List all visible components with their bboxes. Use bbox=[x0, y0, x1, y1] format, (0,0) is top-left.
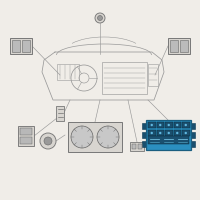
Circle shape bbox=[159, 124, 161, 126]
Bar bbox=[12, 40, 20, 52]
Bar bbox=[18, 126, 34, 146]
Bar bbox=[146, 120, 191, 150]
Bar bbox=[148, 130, 156, 136]
Bar bbox=[182, 130, 190, 136]
Bar bbox=[180, 40, 188, 52]
Circle shape bbox=[40, 133, 56, 149]
Bar bbox=[174, 122, 181, 128]
Bar bbox=[182, 122, 190, 128]
Bar bbox=[130, 142, 144, 151]
Circle shape bbox=[151, 124, 153, 126]
Bar bbox=[170, 40, 178, 52]
Bar bbox=[132, 144, 136, 149]
Circle shape bbox=[44, 137, 52, 145]
Circle shape bbox=[176, 132, 178, 134]
Bar bbox=[142, 132, 146, 138]
Bar bbox=[142, 123, 146, 129]
Bar bbox=[148, 122, 156, 128]
Bar bbox=[191, 141, 195, 147]
Circle shape bbox=[168, 132, 170, 134]
Circle shape bbox=[185, 124, 187, 126]
Circle shape bbox=[168, 124, 170, 126]
Circle shape bbox=[98, 16, 102, 21]
Bar bbox=[156, 130, 164, 136]
Bar bbox=[142, 141, 146, 147]
Circle shape bbox=[151, 132, 153, 134]
Bar bbox=[168, 38, 190, 54]
Bar bbox=[22, 40, 30, 52]
Bar bbox=[148, 64, 158, 86]
Circle shape bbox=[97, 126, 119, 148]
Bar bbox=[68, 122, 122, 152]
Bar bbox=[191, 123, 195, 129]
Bar bbox=[165, 130, 172, 136]
Bar bbox=[148, 136, 189, 144]
Bar bbox=[191, 132, 195, 138]
Bar bbox=[174, 130, 181, 136]
Bar bbox=[138, 144, 142, 149]
Bar bbox=[20, 137, 32, 144]
Circle shape bbox=[71, 126, 93, 148]
Circle shape bbox=[185, 132, 187, 134]
Bar bbox=[156, 122, 164, 128]
Circle shape bbox=[159, 132, 161, 134]
Circle shape bbox=[176, 124, 178, 126]
Bar bbox=[102, 62, 147, 94]
Bar bbox=[56, 106, 64, 121]
Bar bbox=[20, 128, 32, 135]
Bar bbox=[165, 122, 172, 128]
Bar bbox=[10, 38, 32, 54]
Bar bbox=[57, 64, 79, 80]
Circle shape bbox=[95, 13, 105, 23]
